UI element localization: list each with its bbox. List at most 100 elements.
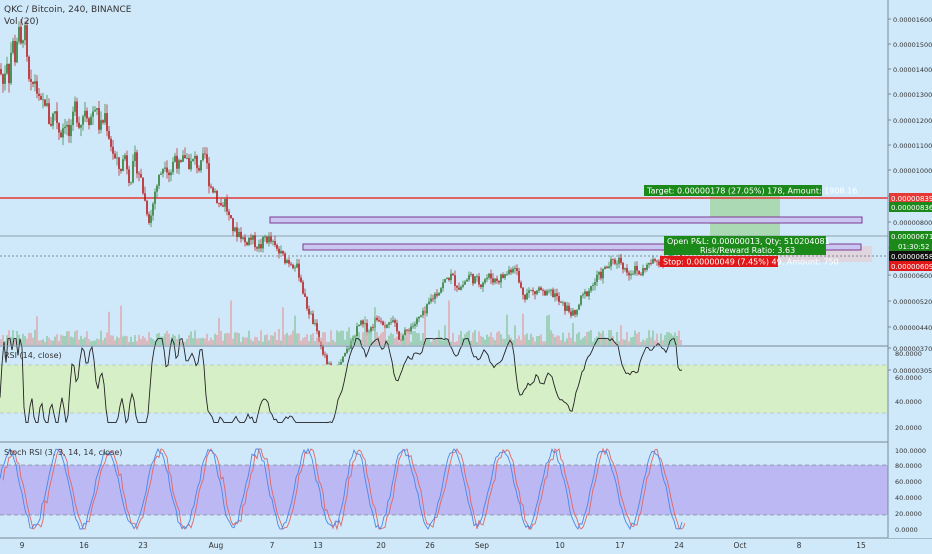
volume-bar: [66, 331, 68, 345]
candle-body: [234, 227, 236, 232]
volume-bar: [654, 340, 656, 345]
candle-body: [432, 298, 434, 300]
volume-bar: [582, 337, 584, 345]
candle-body: [356, 326, 358, 337]
candle-body: [552, 289, 554, 298]
volume-bar: [178, 334, 180, 345]
candle-body: [284, 253, 286, 264]
candle-body: [530, 290, 532, 291]
candle-body: [250, 237, 252, 240]
volume-bar: [282, 307, 284, 345]
candle-body: [138, 173, 140, 175]
volume-bar: [666, 332, 668, 345]
candle-body: [36, 81, 38, 94]
volume-bar: [124, 335, 126, 345]
candle-body: [592, 285, 594, 286]
candle-body: [268, 236, 270, 243]
candle-body: [174, 155, 176, 162]
resistance-zone-lower[interactable]: [302, 243, 862, 251]
candle-body: [654, 259, 656, 261]
volume-bar: [38, 340, 40, 345]
volume-bar: [536, 336, 538, 345]
candle-body: [4, 73, 6, 84]
volume-bar: [414, 330, 416, 345]
candle-body: [186, 157, 188, 159]
volume-bar: [616, 332, 618, 345]
volume-bar: [4, 341, 6, 345]
candle-body: [136, 152, 138, 174]
candle-body: [490, 273, 492, 279]
candle-body: [624, 268, 626, 270]
volume-bar: [6, 335, 8, 345]
volume-bar: [32, 337, 34, 345]
candle-body: [414, 324, 416, 326]
volume-bar: [142, 336, 144, 345]
volume-bar: [254, 336, 256, 345]
volume-bar: [106, 332, 108, 345]
volume-bar: [552, 333, 554, 345]
volume-bar: [422, 333, 424, 345]
candle-body: [32, 81, 34, 84]
volume-bar: [18, 334, 20, 345]
candle-body: [514, 268, 516, 269]
candle-body: [14, 40, 16, 63]
price-tick-label: 0.00000370: [893, 345, 932, 353]
volume-bar: [126, 336, 128, 345]
candle-body: [310, 313, 312, 315]
candle-body: [516, 268, 518, 271]
candle-body: [526, 292, 528, 300]
pnl-label-box: [664, 236, 826, 255]
volume-bar: [354, 335, 356, 345]
candle-body: [478, 276, 480, 285]
volume-bar: [310, 334, 312, 345]
candle-body: [218, 203, 220, 204]
candle-body: [472, 273, 474, 284]
candle-body: [176, 155, 178, 169]
candle-body: [486, 277, 488, 280]
volume-bar: [350, 340, 352, 345]
volume-bar: [22, 333, 24, 345]
candle-body: [270, 236, 272, 242]
candle-body: [154, 191, 156, 204]
candle-body: [282, 250, 284, 254]
target-label: Target: 0.00000178 (27.05%) 178, Amount:…: [646, 187, 857, 196]
volume-bar: [138, 334, 140, 345]
candle-body: [420, 315, 422, 317]
volume-bar: [318, 336, 320, 345]
candle-body: [434, 293, 436, 300]
resistance-zone-upper[interactable]: [269, 216, 863, 224]
volume-bar: [492, 337, 494, 345]
volume-bar: [520, 340, 522, 345]
candle-body: [610, 259, 612, 267]
candle-body: [518, 270, 520, 283]
candle-body: [388, 322, 390, 325]
volume-bar: [270, 335, 272, 345]
volume-bar: [544, 341, 546, 345]
candle-body: [142, 177, 144, 194]
candle-body: [26, 25, 28, 57]
candle-body: [474, 276, 476, 284]
candle-body: [264, 236, 266, 238]
candle-body: [578, 304, 580, 310]
candle-body: [258, 244, 260, 249]
volume-bar: [366, 332, 368, 345]
volume-bar: [626, 332, 628, 345]
volume-bar: [458, 335, 460, 345]
candle-body: [366, 323, 368, 332]
volume-bar: [78, 339, 80, 345]
volume-bar: [12, 330, 14, 345]
candle-body: [48, 103, 50, 124]
volume-bar: [624, 339, 626, 345]
candle-body: [646, 264, 648, 270]
candle-body: [94, 109, 96, 112]
volume-bar: [432, 340, 434, 345]
time-axis[interactable]: 9 16 23 Aug 7 13 20 26 Sep 10 17 24 Oct 8 15: [20, 541, 866, 550]
volume-bar: [522, 313, 524, 345]
volume-bar: [454, 341, 456, 345]
volume-bar: [134, 335, 136, 345]
volume-bar: [490, 332, 492, 345]
candle-body: [440, 288, 442, 293]
candle-body: [488, 273, 490, 278]
candle-body: [34, 81, 36, 84]
